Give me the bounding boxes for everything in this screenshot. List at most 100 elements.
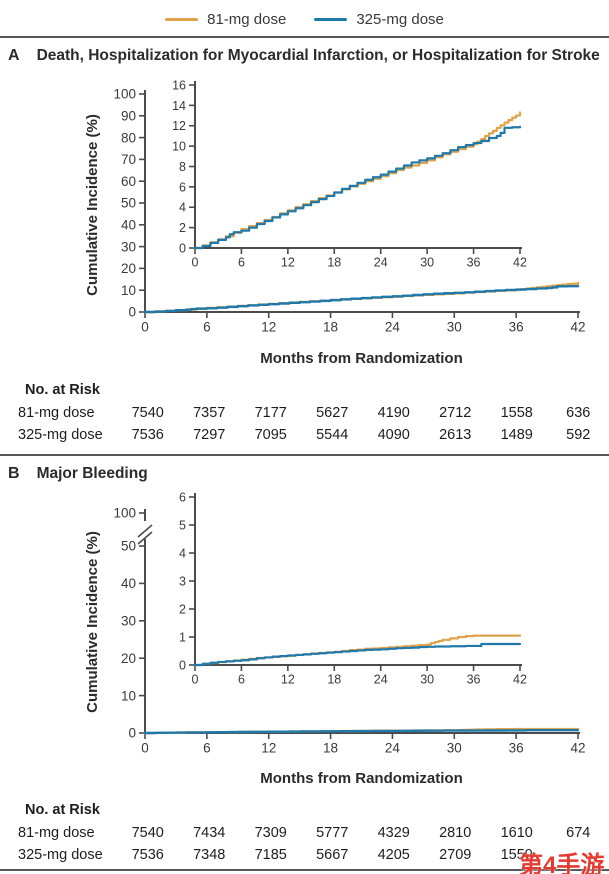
svg-text:6: 6 [203,320,211,335]
svg-text:0: 0 [128,726,136,741]
risk-value: 5667 [316,847,349,863]
top-divider [0,36,609,38]
svg-text:6: 6 [238,256,245,270]
panel-a-x-axis-label: Months from Randomization [260,350,463,367]
svg-text:2: 2 [179,221,186,235]
mid-divider [0,454,609,456]
risk-value: 4090 [377,427,410,443]
risk-value: 7297 [193,427,226,443]
risk-values: 7536 7348 7185 5667 4205 2709 1559 [117,847,609,863]
svg-text:80: 80 [121,130,136,145]
risk-value: 674 [566,825,591,841]
svg-text:40: 40 [121,576,136,591]
risk-values: 7540 7357 7177 5627 4190 2712 1558 636 [117,405,609,421]
svg-text:10: 10 [172,140,186,154]
line-swatch-81mg-icon [165,17,199,21]
risk-value: 7540 [131,825,164,841]
svg-text:20: 20 [121,651,136,666]
risk-row-b-81mg: 81-mg dose 7540 7434 7309 5777 4329 2810… [0,825,609,843]
svg-text:6: 6 [238,673,245,687]
risk-value: 7434 [193,825,226,841]
svg-text:30: 30 [121,239,136,254]
svg-text:18: 18 [327,256,341,270]
panel-a-letter: A [8,47,20,64]
svg-text:0: 0 [128,305,136,320]
svg-text:5: 5 [179,518,186,532]
svg-text:6: 6 [179,490,186,504]
svg-text:16: 16 [172,78,186,92]
risk-value: 4329 [377,825,410,841]
risk-value: 7177 [254,405,287,421]
legend-label-325mg: 325-mg dose [356,10,444,28]
svg-text:0: 0 [192,256,199,270]
watermark: 第4手游 [519,852,605,874]
svg-text:24: 24 [385,320,401,335]
svg-text:36: 36 [509,741,524,756]
risk-row-label: 325-mg dose [18,427,103,443]
svg-text:6: 6 [179,180,186,194]
svg-text:30: 30 [447,320,462,335]
svg-text:30: 30 [420,673,434,687]
svg-text:20: 20 [121,261,136,276]
risk-values: 7540 7434 7309 5777 4329 2810 1610 674 [117,825,609,841]
risk-value: 7536 [131,847,164,863]
risk-row-label: 81-mg dose [18,825,95,841]
risk-value: 2709 [439,847,472,863]
panel-b-risk-title: No. at Risk [25,802,100,818]
panel-a-title: A Death, Hospitalization for Myocardial … [8,47,600,65]
svg-text:24: 24 [374,673,388,687]
risk-value: 1558 [500,405,533,421]
panel-b-y-axis-label: Cumulative Incidence (%) [84,531,101,713]
svg-text:12: 12 [281,256,295,270]
legend-label-81mg: 81-mg dose [207,10,287,28]
risk-value: 7309 [254,825,287,841]
risk-value: 7348 [193,847,226,863]
svg-text:18: 18 [323,741,338,756]
svg-text:100: 100 [113,506,136,521]
bottom-divider [0,869,609,871]
svg-text:0: 0 [141,741,149,756]
risk-value: 2810 [439,825,472,841]
svg-text:18: 18 [323,320,338,335]
svg-text:6: 6 [203,741,211,756]
risk-row-a-325mg: 325-mg dose 7536 7297 7095 5544 4090 261… [0,427,609,445]
svg-text:12: 12 [172,119,186,133]
svg-text:36: 36 [467,256,481,270]
risk-row-label: 325-mg dose [18,847,103,863]
risk-value: 1489 [500,427,533,443]
svg-text:50: 50 [121,539,136,554]
risk-value: 7540 [131,405,164,421]
svg-text:12: 12 [261,741,276,756]
svg-text:1: 1 [179,630,186,644]
risk-value: 1559 [500,847,533,863]
svg-text:18: 18 [327,673,341,687]
figure-legend: 81-mg dose 325-mg dose [0,6,609,32]
svg-text:30: 30 [121,614,136,629]
svg-text:4: 4 [179,201,186,215]
svg-text:30: 30 [447,741,462,756]
svg-text:24: 24 [385,741,401,756]
risk-value: 4205 [377,847,410,863]
svg-text:90: 90 [121,109,136,124]
risk-value: 7185 [254,847,287,863]
line-swatch-325mg-icon [314,17,348,21]
risk-value: 4190 [377,405,410,421]
svg-text:42: 42 [513,673,527,687]
legend-item-81mg: 81-mg dose [165,11,286,28]
svg-text:14: 14 [172,99,186,113]
risk-value: 7536 [131,427,164,443]
risk-value: 7357 [193,405,226,421]
svg-text:10: 10 [121,283,136,298]
svg-text:4: 4 [179,546,186,560]
risk-value: 592 [566,427,591,443]
panel-a-y-axis-label: Cumulative Incidence (%) [84,114,101,296]
svg-text:0: 0 [179,658,186,672]
panel-b-title-text: Major Bleeding [36,465,148,482]
svg-text:42: 42 [513,256,527,270]
risk-value: 5777 [316,825,349,841]
svg-text:10: 10 [121,688,136,703]
svg-text:0: 0 [141,320,149,335]
svg-text:30: 30 [420,256,434,270]
svg-text:24: 24 [374,256,388,270]
